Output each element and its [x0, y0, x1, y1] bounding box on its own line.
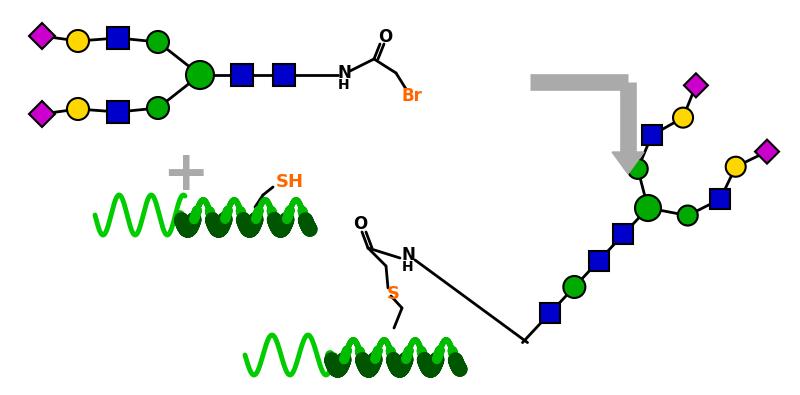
Text: Br: Br — [402, 87, 422, 105]
Bar — [710, 189, 730, 209]
Text: N: N — [337, 64, 351, 82]
Bar — [589, 251, 609, 271]
Polygon shape — [684, 73, 708, 97]
Circle shape — [563, 276, 586, 298]
Bar — [642, 125, 662, 145]
Circle shape — [67, 30, 89, 52]
Circle shape — [678, 205, 698, 226]
Text: O: O — [353, 215, 367, 233]
Text: +: + — [162, 148, 208, 202]
Bar — [540, 303, 560, 324]
Polygon shape — [29, 23, 55, 49]
Polygon shape — [612, 152, 644, 174]
Circle shape — [726, 157, 746, 177]
Text: SH: SH — [276, 173, 304, 191]
Polygon shape — [755, 139, 779, 164]
Circle shape — [186, 61, 214, 89]
Text: H: H — [338, 78, 350, 92]
Bar — [231, 64, 253, 86]
Bar — [107, 101, 129, 123]
Bar — [107, 27, 129, 49]
Circle shape — [147, 97, 169, 119]
Text: N: N — [401, 246, 415, 264]
Polygon shape — [29, 101, 55, 127]
Circle shape — [147, 31, 169, 53]
Circle shape — [67, 98, 89, 120]
Circle shape — [628, 159, 648, 179]
Bar — [614, 224, 634, 245]
Bar — [273, 64, 295, 86]
Text: S: S — [386, 285, 399, 303]
Text: H: H — [402, 260, 414, 274]
Circle shape — [673, 107, 693, 128]
Text: O: O — [378, 28, 392, 46]
Circle shape — [635, 195, 661, 221]
